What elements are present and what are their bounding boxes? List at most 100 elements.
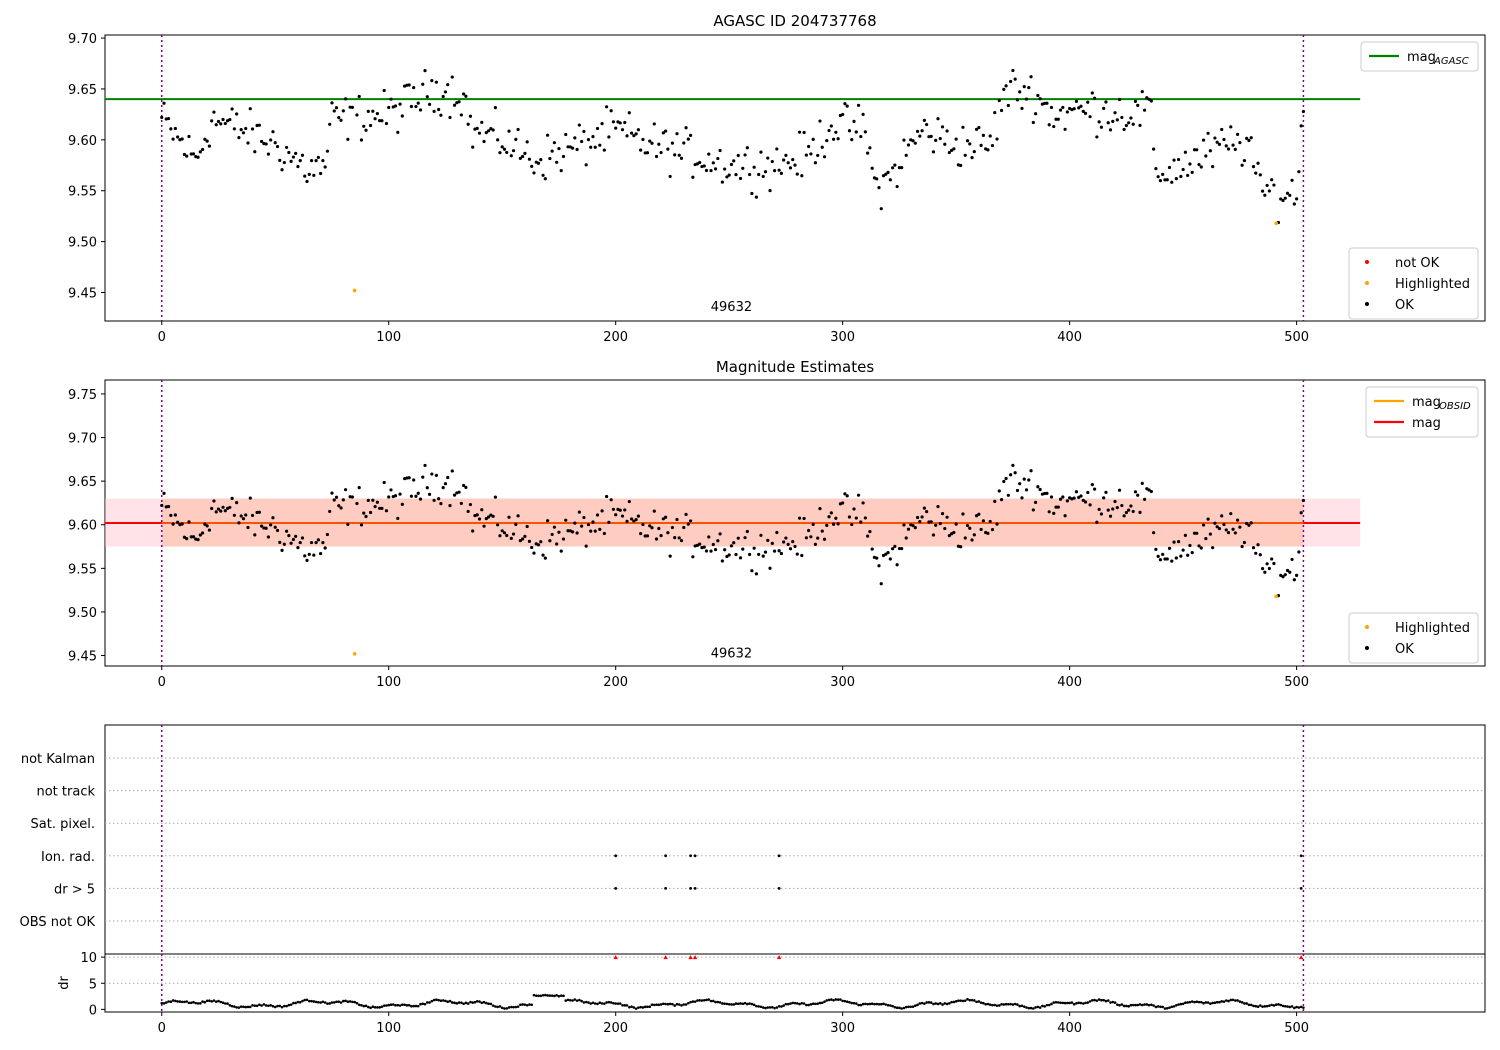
ok-point [548,539,552,543]
ok-point [237,136,241,140]
ok-point [645,534,650,538]
dr-point [360,1004,363,1007]
ok-point [741,547,745,551]
ok-point [362,124,366,128]
ok-point [166,504,171,509]
dr-point [702,998,706,1002]
dr-point [1131,1003,1135,1007]
dr-point [927,1001,931,1004]
flag-point [693,887,697,890]
ok-point [586,522,591,527]
ok-point [1097,120,1101,124]
ok-point [1063,514,1067,518]
dr-point [194,1001,198,1005]
legend-marker [1365,646,1369,650]
ok-point [831,137,836,141]
ok-point [468,502,473,507]
ok-point [1272,561,1276,566]
ok-point [1122,514,1126,518]
dr-point [471,1001,474,1004]
ok-point [915,515,920,520]
ok-point [1027,85,1031,90]
ok-point [786,161,790,165]
ok-point [437,497,441,501]
dr-point [825,999,829,1002]
dr-point [310,999,313,1003]
ok-point [1265,183,1269,188]
ok-point [502,147,507,151]
ok-point [825,138,829,143]
ok-point [169,127,173,131]
ok-point [843,492,847,496]
ok-point [607,135,611,139]
dr-point [984,1002,987,1006]
ok-point [1147,488,1151,492]
ok-point [561,154,566,159]
ok-point [791,540,795,544]
ok-point [309,540,314,545]
dr-point [982,1001,985,1005]
ok-point [235,501,239,505]
dr-point [464,1001,468,1005]
ok-point [931,533,936,537]
ok-point [543,556,547,560]
ok-point [1224,144,1228,148]
ok-point [580,139,584,144]
ok-point [550,149,554,153]
ok-point [1288,570,1292,574]
dr-point [573,998,577,1001]
dr-point [246,1005,250,1009]
ok-point [1020,106,1024,111]
ok-point [1056,117,1060,121]
ok-point [191,535,196,539]
ok-point [1104,100,1108,104]
ok-point [1127,121,1131,125]
ok-point [500,145,504,149]
dr-point [968,998,972,1002]
ok-point [1108,514,1113,518]
ok-point [573,521,577,525]
ok-point [659,150,663,155]
dr-point [959,999,962,1002]
ok-point [768,566,772,570]
dr-point [555,993,558,997]
legend-box [1360,41,1479,72]
dr-point [1197,1000,1201,1004]
ok-point [561,537,566,541]
x-tick-label: 100 [376,675,401,690]
dr-point [305,998,309,1002]
dr-point [768,1006,772,1009]
dr-point [167,1000,170,1003]
ok-point [457,490,461,494]
dr-point [403,1003,406,1007]
ok-point [691,555,695,559]
dr-point [1177,1003,1180,1006]
ok-point [1009,473,1013,477]
ok-point [673,536,677,540]
ok-point [325,532,330,537]
y-tick-label: 9.45 [68,287,97,302]
dr-point [1143,1003,1146,1006]
dr-point [832,998,835,1002]
ok-point [368,123,373,128]
dr-point [203,1000,207,1004]
ok-point [902,138,906,142]
dr-point [169,1000,173,1004]
ok-point [1220,514,1224,518]
dr-point [1161,1005,1164,1009]
dr-point [1258,1004,1262,1007]
dr-point [850,1001,854,1005]
ok-point [319,551,323,556]
ok-point [977,512,981,516]
dr-point [283,1004,286,1008]
dr-point [262,1003,266,1006]
ok-point [952,147,956,151]
ok-point [1195,531,1199,535]
dr-point [852,1001,856,1005]
ok-point [677,153,681,157]
ok-point [770,159,774,164]
ok-point [303,174,307,178]
dr-point [351,1000,354,1004]
ok-point [768,188,772,193]
